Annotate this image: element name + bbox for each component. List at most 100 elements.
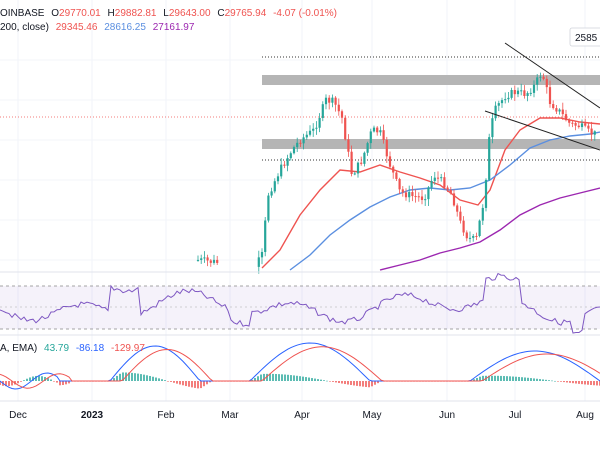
macd-hist-bar — [590, 381, 592, 385]
candle — [545, 75, 548, 94]
rsi-band — [0, 286, 600, 329]
macd-hist-bar — [200, 381, 202, 389]
macd-hist-bar — [479, 376, 481, 381]
candle — [257, 250, 260, 274]
macd-hist-bar — [347, 381, 349, 385]
macd-hist-bar — [278, 374, 280, 381]
signal-line — [0, 346, 600, 389]
ma-fast-value: 29345.46 — [56, 22, 98, 33]
macd-hist-bar — [521, 377, 523, 381]
candle — [436, 171, 440, 184]
time-axis[interactable]: Dec 2023 Feb Mar Apr May Jun Jul Aug — [9, 410, 594, 421]
macd-hist-bar — [515, 376, 517, 381]
candle — [356, 161, 360, 178]
macd-hist-bar — [173, 381, 175, 383]
macd-hist-bar — [17, 381, 19, 384]
macd-hist-bar — [365, 381, 367, 387]
macd-hist-bar — [152, 376, 154, 381]
macd-hist-bar — [572, 381, 574, 384]
candle — [408, 185, 411, 203]
candle — [347, 134, 350, 157]
macd-hist-bar — [0, 381, 1, 386]
candle — [449, 186, 452, 195]
macd-hist-bar — [11, 381, 13, 386]
time-axis-label: Aug — [576, 410, 594, 421]
macd-hist-bar — [491, 375, 493, 381]
macd-hist-bar — [533, 378, 535, 381]
macd-hist-bar — [557, 381, 559, 382]
macd-hist-bar — [119, 373, 121, 381]
candle — [414, 189, 417, 203]
candle — [516, 87, 520, 98]
macd-hist-bar — [257, 376, 259, 381]
macd-hist-bar — [209, 381, 211, 383]
candle — [299, 139, 302, 147]
candle — [350, 145, 353, 177]
candle — [404, 188, 408, 201]
macd-hist-bar — [143, 374, 145, 381]
ohlc-legend: OINBASE O29770.01 H29882.81 L29643.00 C2… — [0, 8, 337, 19]
macd-hist-bar — [569, 381, 571, 383]
candle — [216, 255, 219, 266]
macd-hist-bar — [131, 372, 133, 381]
candle — [366, 141, 369, 156]
macd-hist-bar — [149, 375, 151, 381]
candle — [340, 109, 344, 124]
macd-hist-bar — [488, 375, 490, 381]
candlesticks — [196, 72, 596, 274]
candle — [363, 151, 366, 167]
ma-mid-value: 28616.25 — [104, 22, 146, 33]
macd-hist-bar — [155, 377, 157, 381]
candle — [324, 94, 328, 110]
candle — [430, 176, 433, 191]
candle — [513, 85, 516, 101]
macd-hist-bar — [578, 381, 580, 384]
macd-hist-bar — [32, 376, 34, 381]
candle — [283, 160, 286, 169]
macd-hist-bar — [47, 378, 49, 381]
macd-hist-bar — [575, 381, 577, 384]
macd-hist-bar — [518, 376, 520, 381]
macd-hist-bar — [497, 375, 499, 381]
candle — [395, 171, 398, 182]
candle — [385, 136, 388, 163]
macd-hist-bar — [185, 381, 187, 387]
candle — [401, 186, 404, 197]
macd-hist-bar — [38, 375, 40, 381]
candle — [302, 133, 305, 150]
macd-hist-bar — [161, 379, 163, 381]
candle — [337, 98, 340, 116]
candle — [504, 92, 507, 104]
macd-hist-bar — [29, 377, 31, 381]
candle — [500, 97, 504, 108]
macd-legend: A, EMA) 43.79 -86.18 -129.97 — [0, 343, 145, 354]
macd-hist-bar — [584, 381, 586, 385]
macd-hist-bar — [494, 375, 496, 381]
candle — [286, 154, 289, 172]
macd-hist-bar — [137, 373, 139, 381]
candle — [491, 112, 494, 144]
candle — [318, 113, 321, 133]
candle — [510, 87, 513, 100]
macd-hist-bar — [68, 381, 70, 384]
candle — [424, 194, 427, 206]
candle — [548, 80, 552, 108]
candle — [209, 259, 212, 267]
candle — [590, 121, 593, 141]
candle — [580, 119, 584, 131]
macd-hist-bar — [476, 377, 478, 381]
time-axis-label: Dec — [9, 410, 27, 421]
macd-hist-bar — [26, 378, 28, 381]
candle — [529, 88, 532, 97]
candle — [526, 91, 529, 102]
wedge-upper-line — [504, 42, 600, 109]
candle — [334, 96, 337, 112]
candle — [315, 121, 318, 135]
candle — [507, 92, 510, 103]
price-tag: 2585 — [569, 27, 600, 47]
candle — [196, 255, 200, 262]
candle — [280, 158, 283, 179]
macd-hist-bar — [593, 381, 595, 386]
